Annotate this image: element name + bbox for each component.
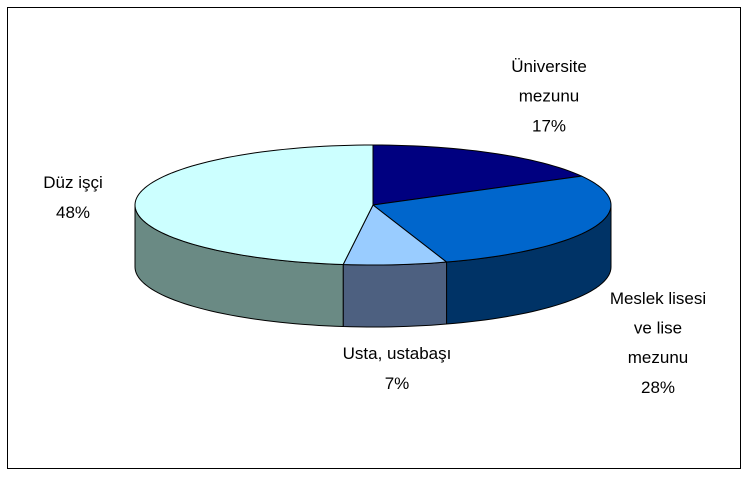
slice-label-line: ve lise (634, 319, 682, 338)
slice-value-label: 28% (641, 378, 675, 397)
slice-side (342, 261, 448, 328)
slice-top (372, 144, 583, 206)
slice-label: Düz işçi (43, 173, 103, 192)
slice-label-line: mezunu (519, 87, 579, 106)
slice-value-label: 7% (385, 374, 410, 393)
slice-value-label: 48% (56, 203, 90, 222)
slice-top (342, 204, 448, 266)
slice-label: Usta, ustabaşı (343, 344, 452, 363)
slice-top (372, 175, 612, 263)
slice-value-label: 17% (532, 116, 566, 135)
slice-top (134, 144, 374, 266)
slice-label-line: Usta, ustabaşı (343, 344, 452, 363)
slice-label-line: mezunu (628, 348, 688, 367)
slice-label: Üniversite mezunu (511, 57, 587, 106)
slice-label-line: Üniversite (511, 57, 587, 76)
slice-label-line: Meslek lisesi (610, 289, 706, 308)
slice-label: Meslek lisesi ve lise mezunu (610, 289, 706, 367)
slice-label-line: Düz işçi (43, 173, 103, 192)
